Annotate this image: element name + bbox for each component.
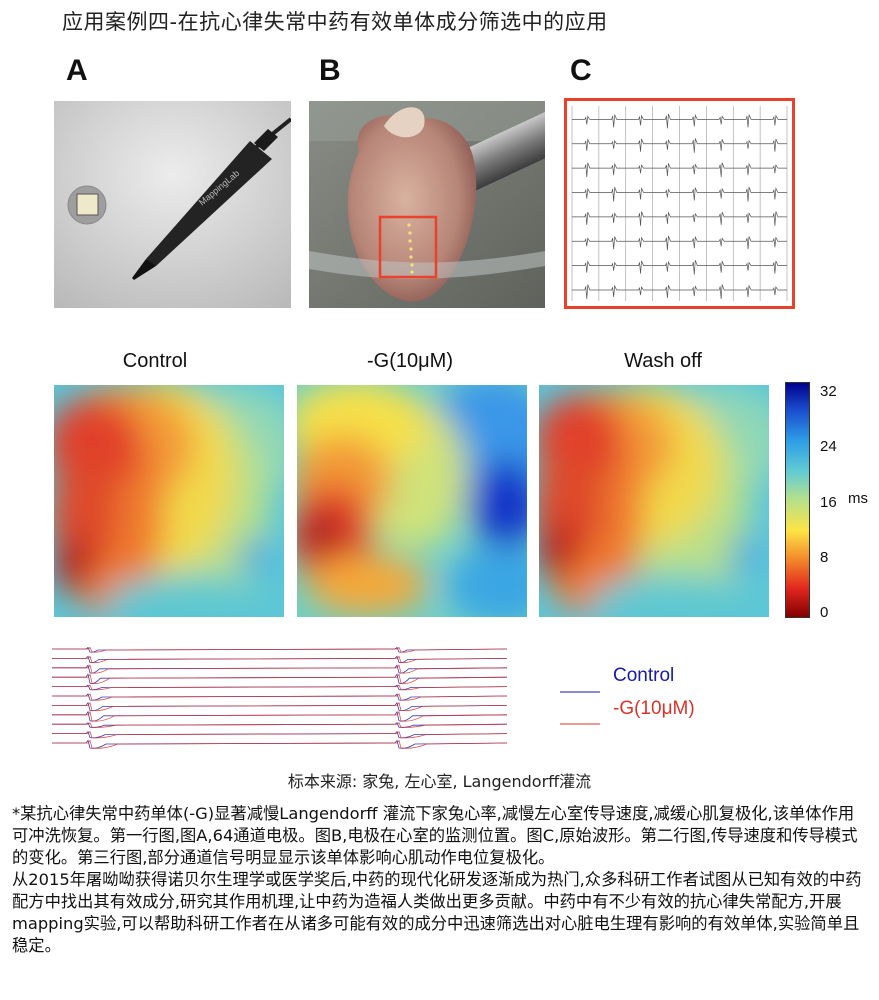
colorbar-tick-8: 8 (820, 549, 829, 566)
map-title-wash: Wash off (624, 350, 702, 372)
colorbar-tick-24: 24 (820, 438, 837, 455)
colorbar-tick-16: 16 (820, 494, 837, 511)
legend-control-line (560, 678, 600, 693)
legend-drug-label: -G(10μM) (613, 698, 695, 719)
colorbar-tick-32: 32 (820, 383, 837, 400)
panel-a-label: A (66, 54, 88, 87)
electrode-photo: MappingLab (54, 101, 291, 308)
activation-map-wash (539, 385, 769, 617)
colorbar-tick-0: 0 (820, 604, 829, 621)
map-title-drug: -G(10μM) (367, 350, 453, 372)
heart-photo (309, 101, 545, 308)
page-title: 应用案例四-在抗心律失常中药有效单体成分筛选中的应用 (62, 10, 608, 34)
activation-map-drug (297, 385, 527, 617)
map-title-control: Control (122, 350, 188, 372)
panel-b-label: B (319, 54, 341, 87)
specimen-source: 标本来源: 家兔, 左心室, Langendorff灌流 (287, 772, 592, 791)
description: *某抗心律失常中药单体(-G)显著减慢Langendorff 灌流下家兔心率,减… (12, 803, 870, 957)
panel-c-label: C (570, 54, 592, 87)
action-potential-traces (52, 645, 512, 755)
legend-control-label: Control (613, 665, 675, 686)
description-paragraph-1: *某抗心律失常中药单体(-G)显著减慢Langendorff 灌流下家兔心率,减… (12, 804, 858, 867)
activation-map-control (54, 385, 284, 617)
colorbar (785, 382, 811, 618)
raw-waveform-grid (564, 98, 795, 309)
colorbar-unit: ms (848, 490, 868, 507)
description-paragraph-2: 从2015年屠呦呦获得诺贝尔生理学或医学奖后,中药的现代化研发逐渐成为热门,众多… (12, 870, 862, 955)
legend-drug-line (560, 710, 600, 725)
